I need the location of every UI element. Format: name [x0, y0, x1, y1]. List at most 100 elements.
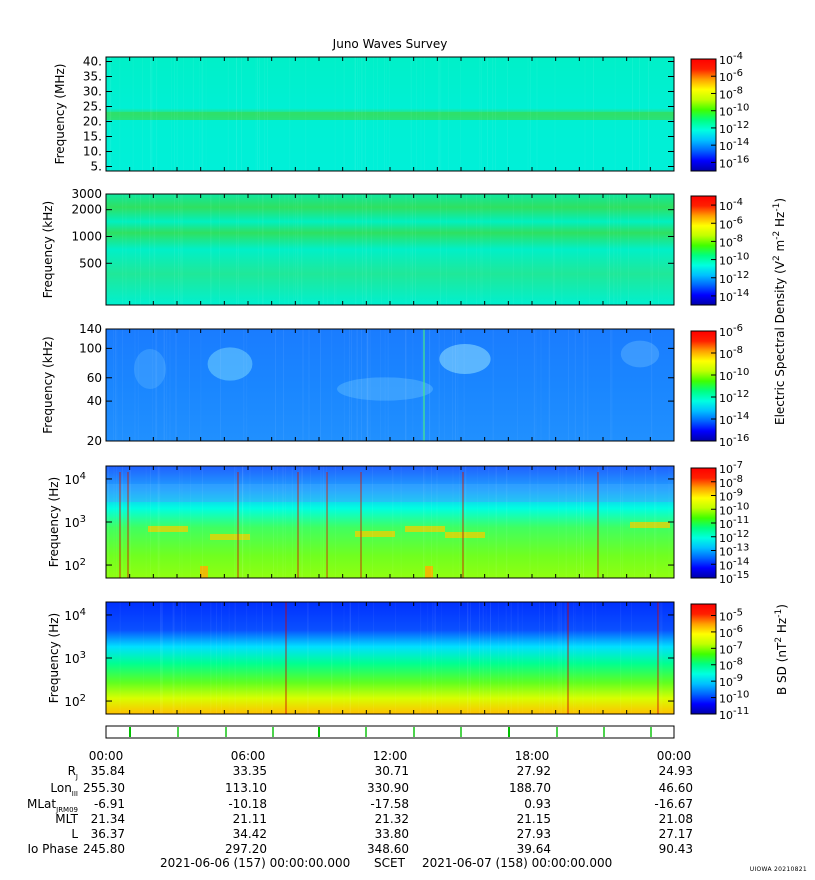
colorbar-tick-label: 10-11 [719, 515, 749, 531]
time-tick-label: 18:00 [515, 749, 550, 763]
ephemeris-value: 33.35 [233, 764, 267, 778]
plot-title: Juno Waves Survey [332, 37, 448, 51]
emission-feature [355, 531, 395, 537]
y-tick-label: 104 [64, 471, 86, 487]
electric-label-text: Electric Spectral Density (V2 m-2 Hz-1) [772, 197, 787, 425]
y-axis-label: Frequency (Hz) [47, 477, 61, 568]
ephemeris-label: L [71, 827, 78, 841]
credit-stamp: UIOWA 20210821 [749, 866, 807, 873]
colorbar-panel-2: 10-4 10-6 10-8 10-10 10-12 10-14 [690, 195, 749, 306]
footer-start-time: 2021-06-06 (157) 00:00:00.000 [160, 856, 351, 870]
ephemeris-value: 297.20 [225, 842, 267, 856]
y-tick-label: 60 [87, 371, 102, 385]
colorbar-tick-label: 10-7 [719, 640, 743, 656]
colorbar-tick-label: 10-10 [719, 252, 749, 268]
panel-background [106, 602, 674, 714]
colorbar-tick-label: 10-9 [719, 673, 743, 689]
colorbar-tick-label: 10-16 [719, 433, 749, 449]
colorbar-tick-label: 10-4 [719, 197, 743, 213]
y-axis-label: Frequency (MHz) [53, 64, 67, 165]
ephemeris-value: 30.71 [375, 764, 409, 778]
ephemeris-label: LonIII [50, 781, 78, 798]
emission-feature [148, 526, 188, 532]
colorbar-tick-label: 10-12 [719, 529, 749, 545]
colorbar-tick-label: 10-15 [719, 570, 749, 586]
colorbar-tick-label: 10-8 [719, 474, 743, 490]
ephemeris-label: MLT [55, 812, 78, 826]
y-tick-label: 15. [83, 130, 102, 144]
y-tick-label: 5. [91, 160, 102, 174]
panel-background [106, 466, 674, 578]
colorbar-tick-label: 10-10 [719, 690, 749, 706]
colorbar-tick-label: 10-11 [719, 706, 749, 722]
ephemeris-value: 255.30 [83, 781, 125, 795]
ephemeris-value: 27.17 [659, 827, 693, 841]
colorbar-panel-3: 10-6 10-8 10-10 10-12 10-14 10-16 [690, 323, 749, 449]
colorbar-tick-label: 10-6 [719, 215, 743, 231]
ephemeris-value: 21.08 [659, 812, 693, 826]
colorbar-tick-label: 10-6 [719, 68, 743, 84]
ephemeris-value: 188.70 [509, 781, 551, 795]
colorbar-tick-label: 10-16 [719, 154, 749, 170]
footer-end-time: 2021-06-07 (158) 00:00:00.000 [422, 856, 613, 870]
y-tick-label: 500 [79, 256, 102, 270]
colorbar-tick-label: 10-12 [719, 270, 749, 286]
ephemeris-label: Io Phase [27, 842, 78, 856]
y-axis-label: Frequency (Hz) [47, 613, 61, 704]
y-tick-label: 102 [64, 693, 86, 709]
time-tick-label: 06:00 [231, 749, 266, 763]
y-tick-label: 10. [83, 145, 102, 159]
y-tick-label: 2000 [71, 203, 102, 217]
colorbars: 10-410-610-810-1010-1210-1410-1610-410-6… [690, 51, 749, 722]
colorbar-scale [690, 603, 717, 715]
colorbar-tick-label: 10-8 [719, 233, 743, 249]
colorbar-panel-4: 10-710-810-910-1010-1110-1210-1310-1410-… [690, 460, 749, 586]
colorbar-tick-label: 10-10 [719, 501, 749, 517]
colorbar-scale [690, 195, 717, 306]
ephemeris-value: 36.37 [91, 827, 125, 841]
ephemeris-value: -6.91 [94, 797, 125, 811]
footer-scet: SCET [374, 856, 405, 870]
y-tick-label: 103 [64, 514, 86, 530]
colorbar-tick-label: 10-8 [719, 85, 743, 101]
colorbar-tick-label: 10-5 [719, 607, 743, 623]
ephemeris-label: RJ [68, 764, 78, 781]
colorbar-tick-label: 10-4 [719, 51, 743, 67]
ephemeris-value: 33.80 [375, 827, 409, 841]
band [106, 484, 674, 502]
ephemeris-value: 330.90 [367, 781, 409, 795]
colorbar-tick-label: 10-12 [719, 389, 749, 405]
emission-feature [200, 566, 208, 578]
band [106, 112, 674, 120]
ephemeris-value: 0.93 [524, 797, 551, 811]
ephemeris-value: 90.43 [659, 842, 693, 856]
ephemeris-value: 27.93 [517, 827, 551, 841]
time-tick-label: 00:00 [657, 749, 692, 763]
emission-feature [210, 534, 250, 540]
panel-features [105, 329, 660, 441]
emission-feature [405, 526, 445, 532]
y-tick-label: 100 [79, 341, 102, 355]
colorbar-tick-label: 10-14 [719, 137, 749, 153]
colorbar-tick-label: 10-6 [719, 323, 743, 339]
colorbar-tick-label: 10-14 [719, 411, 749, 427]
panel-background [106, 194, 674, 305]
colorbar-tick-label: 10-13 [719, 543, 749, 559]
spectrogram-panels: 5.10.15.20.25.30.35.40. Frequency (MHz) 50… [41, 55, 675, 715]
colorbar-tick-label: 10-14 [719, 288, 749, 304]
spectrogram-panel-1: 5.10.15.20.25.30.35.40. Frequency (MHz) [53, 55, 675, 174]
y-tick-label: 40 [87, 394, 102, 408]
y-axis-label: Frequency (kHz) [41, 336, 55, 433]
emission-feature [134, 349, 166, 389]
ephemeris-value: 21.34 [91, 812, 125, 826]
colorbar-scale [690, 58, 717, 172]
ephemeris-value: 35.84 [91, 764, 125, 778]
y-tick-label: 140 [79, 322, 102, 336]
y-tick-label: 104 [64, 607, 86, 623]
spectrogram-panel-2: 500 1000 2000 3000 Frequency (kHz) [41, 187, 675, 306]
